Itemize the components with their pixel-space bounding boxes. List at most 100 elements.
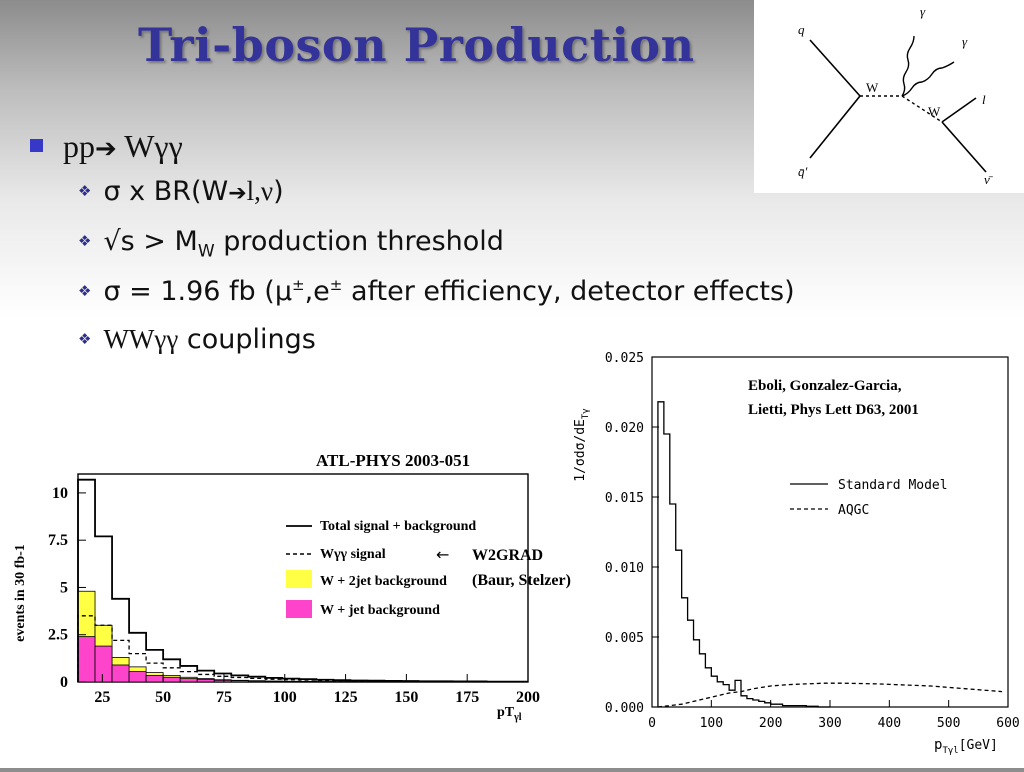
right-xtick-label-0: 0	[648, 716, 656, 731]
left-ytick-label-4: 10	[52, 485, 68, 502]
right-xtick-label-3: 300	[818, 716, 841, 731]
left-bar-jet-2	[112, 665, 129, 682]
right-annotation-line1: Eboli, Gonzalez-Garcia,	[748, 378, 902, 394]
left-bar-jet-11	[265, 681, 282, 682]
legend-jet: W + jet background	[320, 603, 440, 618]
right-line-chart: 0 100 200 300 400 500 600 0.000 0.005 0.010 0.015 0…	[560, 345, 1024, 772]
label-w2: W	[928, 104, 941, 119]
right-ytick-label-4: 0.020	[605, 421, 644, 436]
right-ytick-label-1: 0.005	[605, 631, 644, 646]
right-ylabel: 1/σdσ/dETγ	[573, 408, 591, 481]
diamond-bullet-icon: ❖	[78, 232, 91, 250]
label-qbar: q̄′	[798, 164, 808, 179]
diamond-bullet-icon: ❖	[78, 330, 91, 348]
sub1-b: l,ν	[247, 176, 273, 206]
right-ytick-label-2: 0.010	[605, 561, 644, 576]
sub1-a: σ x BR(W	[103, 176, 228, 207]
legend-swatch-jet	[286, 600, 312, 618]
right-ylabel-main: 1/σdσ/dE	[573, 419, 588, 482]
left-xlabel-main: pT	[497, 705, 515, 720]
photon-line-2	[902, 62, 954, 96]
left-bar-jet-1	[95, 646, 112, 682]
sub-bullet-4: ❖WWγγ couplings	[78, 324, 316, 355]
right-ytick-label-0: 0.000	[605, 701, 644, 716]
feynman-diagram-svg: q q̄′ W W γ γ l ν̄	[754, 0, 1024, 193]
right-xtick-label-2: 200	[759, 716, 782, 731]
antiquark-line	[810, 96, 860, 158]
legend-2jet: W + 2jet background	[320, 574, 447, 589]
neutrino-line	[942, 122, 986, 172]
slide-title: Tri-boson Production	[138, 18, 695, 72]
right-ylabel-sub: Tγ	[581, 408, 591, 419]
left-bar-jet-6	[180, 679, 197, 682]
left-xlabel: pTγl	[497, 705, 522, 723]
left-ytick-label-2: 5	[60, 579, 68, 596]
sub-bullet-1: ❖ σ x BR(W➔l,ν)	[78, 176, 284, 207]
left-bar-jet-3	[129, 672, 146, 682]
left-bar-jet-4	[146, 675, 163, 682]
diamond-bullet-icon: ❖	[78, 282, 91, 300]
bullet-wgg: Wγγ	[117, 128, 183, 164]
right-ytick-label-5: 0.025	[605, 351, 644, 366]
right-xlabel: pTγl[GeV]	[934, 737, 998, 756]
legend-total: Total signal + background	[320, 519, 476, 534]
sub-bullet-3: ❖σ = 1.96 fb (μ±,e± after efficiency, de…	[78, 276, 795, 307]
legend-sm: Standard Model	[838, 478, 948, 493]
sub3-sup2: ±	[330, 276, 343, 294]
legend-signal: Wγγ signal	[320, 547, 386, 562]
label-l: l	[982, 92, 986, 107]
sub-bullet-2: ❖ √s > MW production threshold	[78, 226, 504, 261]
sub2-sub: W	[198, 241, 215, 261]
annotation-arrow-icon: ←	[436, 545, 449, 564]
diamond-bullet-icon: ❖	[78, 182, 91, 200]
right-xlabel-sub: Tγl	[942, 746, 958, 756]
legend-aqgc: AQGC	[838, 503, 869, 518]
right-ytick-label-3: 0.015	[605, 491, 644, 506]
sub4-b: couplings	[178, 324, 316, 355]
left-xtick-label-6: 175	[455, 689, 479, 706]
left-bar-jet-7	[197, 680, 214, 682]
left-xtick-label-5: 150	[394, 689, 418, 706]
left-xtick-label-2: 75	[216, 689, 232, 706]
annotation-w2grad: W2GRAD	[472, 547, 543, 564]
sub1-c: )	[273, 176, 284, 207]
sub1-arrow: ➔	[228, 181, 246, 206]
annotation-baur-stelzer: (Baur, Stelzer)	[472, 572, 571, 589]
label-gamma2: γ	[962, 34, 968, 49]
sub2-a: √s > M	[103, 226, 197, 257]
left-bar-jet-10	[248, 681, 265, 682]
sub2-b: production threshold	[215, 226, 504, 257]
sub3-b: ,e	[305, 276, 330, 307]
right-xlabel-main: p	[934, 737, 942, 753]
left-xtick-label-0: 25	[94, 689, 110, 706]
left-xtick-label-3: 100	[273, 689, 297, 706]
left-bar-jet-8	[214, 680, 231, 682]
label-nu: ν̄	[984, 172, 994, 187]
left-ytick-label-3: 7.5	[48, 532, 68, 549]
left-bar-jet-9	[231, 681, 248, 682]
legend-swatch-2jet	[286, 570, 312, 588]
right-xtick-label-5: 500	[937, 716, 960, 731]
main-bullet: pp➔ Wγγ	[30, 128, 183, 165]
feynman-diagram: q q̄′ W W γ γ l ν̄	[754, 0, 1024, 193]
left-xlabel-sub: γl	[513, 712, 522, 723]
left-xtick-label-1: 50	[155, 689, 171, 706]
left-ytick-label-0: 0	[60, 674, 68, 691]
left-chart-title: ATL-PHYS 2003-051	[316, 451, 470, 470]
quark-line	[810, 40, 860, 96]
bullet-pp: pp	[63, 128, 95, 164]
left-ylabel: events in 30 fb-1	[13, 544, 28, 642]
square-bullet-icon	[30, 139, 43, 152]
right-annotation-line2: Lietti, Phys Lett D63, 2001	[748, 402, 919, 418]
label-w1: W	[866, 80, 879, 95]
right-line-svg: 0 100 200 300 400 500 600 0.000 0.005 0.010 0.015 0…	[560, 345, 1024, 768]
right-xtick-label-1: 100	[700, 716, 723, 731]
right-xtick-label-6: 600	[996, 716, 1019, 731]
left-ytick-label-1: 2.5	[48, 627, 68, 644]
right-xtick-label-4: 400	[878, 716, 901, 731]
lepton-line	[942, 98, 976, 122]
left-xtick-label-4: 125	[334, 689, 358, 706]
right-xlabel-unit: [GeV]	[959, 738, 998, 753]
